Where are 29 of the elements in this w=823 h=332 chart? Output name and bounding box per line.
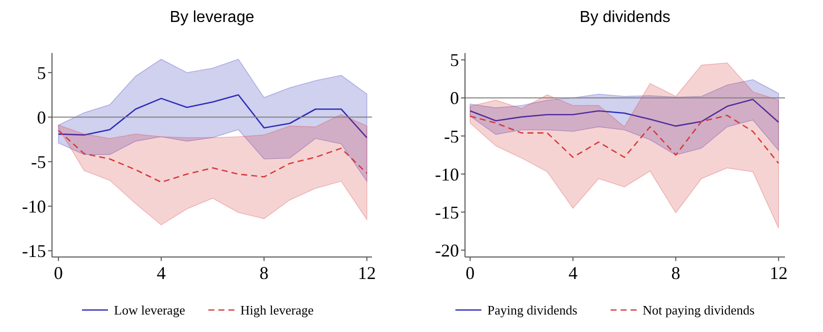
y-tick-label: 5 <box>450 50 459 70</box>
legend-label: Not paying dividends <box>642 302 755 318</box>
y-tick-label: 0 <box>37 107 46 128</box>
x-tick-label: 0 <box>54 263 63 283</box>
chart-title: By leverage <box>170 9 254 26</box>
y-tick-label: -10 <box>22 196 46 217</box>
y-tick-label: 5 <box>37 62 46 83</box>
x-tick-label: 4 <box>156 263 166 283</box>
x-tick-label: 8 <box>671 263 680 283</box>
x-tick-label: 8 <box>260 263 269 283</box>
y-tick-label: -15 <box>22 241 46 262</box>
y-tick-label: -5 <box>31 152 46 172</box>
chart-title: By dividends <box>580 9 670 26</box>
x-tick-label: 4 <box>568 263 578 283</box>
line-series <box>58 94 368 138</box>
legend-label: High leverage <box>240 302 314 318</box>
line-series <box>469 114 780 164</box>
legend-label: Paying dividends <box>487 302 578 318</box>
y-tick-label: 0 <box>450 88 459 108</box>
x-tick-label: 12 <box>358 263 376 283</box>
legend-label: Low leverage <box>114 302 186 318</box>
y-tick-label: -15 <box>435 202 459 222</box>
line-series <box>469 98 780 127</box>
y-tick-label: -10 <box>435 164 459 184</box>
line-series <box>58 130 368 183</box>
y-tick-label: -20 <box>435 240 459 260</box>
y-tick-label: -5 <box>444 126 459 146</box>
x-tick-label: 0 <box>466 263 475 283</box>
x-tick-label: 12 <box>770 263 788 283</box>
